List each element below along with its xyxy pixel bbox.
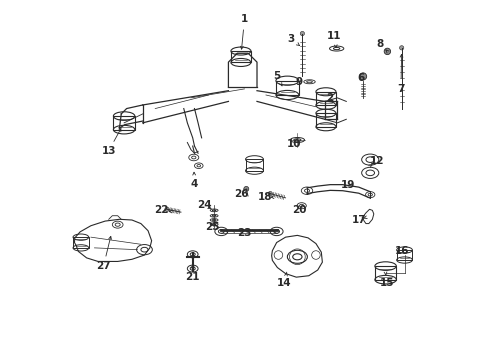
Circle shape: [267, 192, 272, 196]
Text: 10: 10: [286, 139, 301, 149]
Bar: [374, 266, 395, 280]
Text: 27: 27: [96, 261, 110, 271]
Circle shape: [164, 207, 169, 211]
Text: 9: 9: [295, 77, 302, 87]
Text: 4: 4: [190, 179, 198, 189]
Bar: [245, 159, 263, 171]
Bar: [113, 116, 135, 130]
Circle shape: [244, 186, 248, 192]
Circle shape: [384, 48, 390, 55]
Bar: [396, 250, 411, 260]
Text: 23: 23: [237, 228, 251, 238]
Text: 25: 25: [204, 222, 219, 232]
Bar: [315, 113, 335, 127]
Circle shape: [399, 46, 403, 50]
Text: 3: 3: [287, 34, 294, 44]
Text: 16: 16: [394, 247, 409, 256]
Bar: [315, 92, 335, 105]
Text: 17: 17: [351, 215, 366, 225]
Text: 12: 12: [368, 156, 383, 166]
Bar: [230, 51, 250, 63]
Text: 20: 20: [291, 205, 306, 215]
Bar: [73, 237, 88, 248]
Text: 21: 21: [185, 272, 200, 282]
Text: 19: 19: [340, 180, 355, 190]
Text: 5: 5: [272, 71, 280, 81]
Text: 11: 11: [326, 31, 341, 41]
Circle shape: [300, 31, 304, 36]
Text: 18: 18: [257, 192, 271, 202]
Text: 13: 13: [102, 146, 116, 156]
Text: 7: 7: [396, 84, 404, 94]
Circle shape: [359, 73, 366, 80]
Text: 1: 1: [241, 14, 247, 24]
Text: 6: 6: [357, 73, 364, 83]
Text: 14: 14: [277, 278, 291, 288]
Text: 24: 24: [197, 200, 211, 210]
Text: 15: 15: [379, 278, 393, 288]
Text: 22: 22: [154, 205, 168, 215]
Text: 2: 2: [326, 93, 333, 103]
Text: 26: 26: [234, 189, 248, 199]
Text: 8: 8: [376, 39, 383, 49]
Bar: [275, 81, 298, 95]
